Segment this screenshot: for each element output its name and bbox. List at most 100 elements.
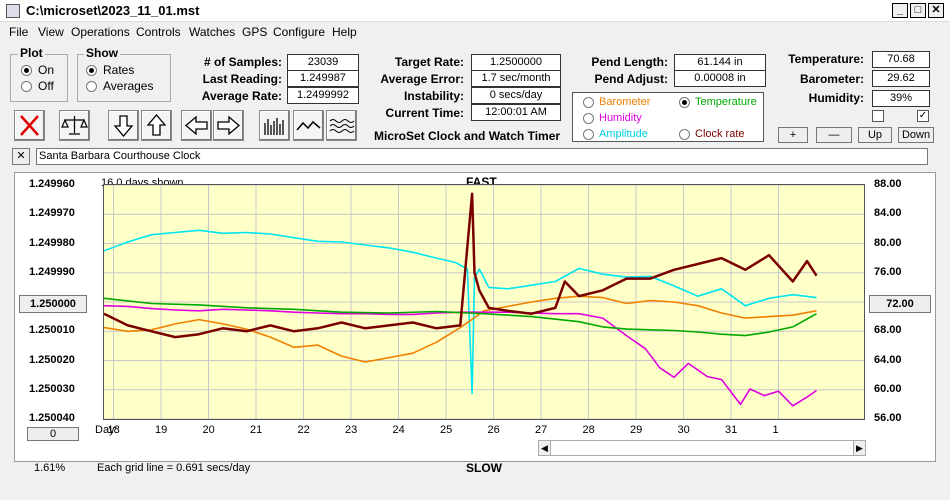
humidity-label: Humidity: [808, 91, 864, 105]
pend-length-field[interactable]: 61.144 in [674, 54, 766, 71]
scroll-left-icon[interactable]: ◀ [539, 441, 551, 455]
amplitude-option[interactable]: Amplitude [599, 128, 648, 140]
x-tick: 18 [107, 424, 120, 436]
plot-off-label: Off [38, 79, 54, 93]
current-time-field: 12:00:01 AM [471, 104, 561, 121]
clear-name-button[interactable]: ✕ [12, 148, 30, 165]
series-line-barometer [103, 295, 817, 363]
x-tick: 1 [772, 424, 779, 436]
pend-length-label: Pend Length: [591, 55, 668, 69]
menu-operations[interactable]: Operations [71, 25, 130, 39]
average-error-label: Average Error: [380, 72, 464, 86]
y-right-tick: 88.00 [874, 178, 902, 190]
amplitude-radio[interactable] [583, 129, 594, 140]
y-right-tick: 64.00 [874, 353, 902, 366]
clock-rate-option[interactable]: Clock rate [695, 128, 745, 140]
slow-label: SLOW [466, 461, 502, 475]
arrow-right-button[interactable] [213, 110, 244, 141]
humidity-radio[interactable] [583, 113, 594, 124]
last-reading-label: Last Reading: [202, 72, 282, 86]
scale-icon [61, 116, 88, 135]
minimize-button[interactable]: _ [892, 3, 908, 18]
last-reading-field: 1.249987 [287, 70, 359, 87]
arrow-up-button[interactable] [141, 110, 172, 141]
menu-help[interactable]: Help [332, 25, 357, 39]
pend-adjust-field: 0.00008 in [674, 70, 766, 87]
average-rate-label: Average Rate: [201, 89, 282, 103]
x-tick: 30 [677, 424, 690, 436]
center-env-button[interactable]: 72.00 [869, 295, 931, 313]
down-button[interactable]: Down [898, 127, 934, 143]
x-tick: 21 [250, 424, 263, 436]
show-rates-label: Rates [103, 63, 135, 77]
scroll-right-icon[interactable]: ▶ [853, 441, 865, 455]
line-view-button[interactable] [293, 110, 324, 141]
stop-button[interactable] [14, 110, 45, 141]
menu-controls[interactable]: Controls [136, 25, 181, 39]
clock-name-input[interactable]: Santa Barbara Courthouse Clock [36, 148, 928, 165]
line-graph-icon [296, 120, 321, 131]
menu-configure[interactable]: Configure [273, 25, 326, 39]
instability-label: Instability: [403, 89, 464, 103]
temperature-radio[interactable] [679, 97, 690, 108]
plus-button[interactable]: + [778, 127, 808, 143]
arrow-down-button[interactable] [108, 110, 139, 141]
y-right-tick: 68.00 [874, 324, 902, 337]
option-checkbox-2[interactable]: ✓ [917, 110, 929, 122]
average-error-field: 1.7 sec/month [471, 70, 561, 87]
app-caption: MicroSet Clock and Watch Timer [374, 129, 561, 143]
offset-zero-button[interactable]: 0 [27, 427, 79, 441]
maximize-button[interactable]: □ [910, 3, 926, 18]
bars-view-button[interactable] [259, 110, 290, 141]
plot-area [103, 184, 865, 420]
menu-gps[interactable]: GPS [242, 25, 268, 39]
menu-file[interactable]: File [9, 25, 29, 39]
wave-view-button[interactable] [326, 110, 357, 141]
x-tick: 20 [202, 424, 215, 436]
up-button[interactable]: Up [858, 127, 892, 143]
y-left-tick: 1.249960 [29, 178, 75, 190]
menu-view[interactable]: View [38, 25, 64, 39]
series-line-clock-rate [103, 192, 818, 339]
arrow-right-icon [217, 115, 241, 136]
humidity-option[interactable]: Humidity [599, 112, 642, 124]
show-group [77, 54, 171, 102]
plot-group [10, 54, 68, 102]
plot-off-radio[interactable] [21, 81, 32, 92]
horizontal-scrollbar[interactable]: ◀ ▶ [538, 440, 866, 456]
bar-graph-icon [264, 118, 284, 135]
x-tick: 22 [297, 424, 310, 436]
arrow-down-icon [113, 115, 134, 138]
menu-watches[interactable]: Watches [189, 25, 236, 39]
series-line-temperature [103, 297, 817, 337]
grid-note: Each grid line = 0.691 secs/day [97, 462, 251, 474]
arrow-up-icon [146, 113, 167, 136]
temperature-option[interactable]: Temperature [695, 96, 757, 108]
temperature-label: Temperature: [788, 52, 864, 66]
window-title: C:\microset\2023_11_01.mst [26, 3, 200, 18]
show-averages-radio[interactable] [86, 81, 97, 92]
y-right-tick: 76.00 [874, 265, 902, 278]
waves-icon [329, 119, 355, 133]
barometer-radio[interactable] [583, 97, 594, 108]
target-rate-label: Target Rate: [394, 55, 464, 69]
y-left-tick: 1.250030 [29, 382, 75, 395]
minus-button[interactable]: — [816, 127, 852, 143]
balance-button[interactable] [59, 110, 90, 141]
arrow-left-button[interactable] [181, 110, 212, 141]
center-rate-button[interactable]: 1.250000 [19, 295, 87, 313]
barometer-option[interactable]: Barometer [599, 96, 651, 108]
plot-on-radio[interactable] [21, 65, 32, 76]
clock-rate-radio[interactable] [679, 129, 690, 140]
target-rate-field[interactable]: 1.2500000 [471, 54, 561, 71]
arrow-left-icon [184, 115, 208, 136]
y-right-tick: 84.00 [874, 207, 902, 220]
show-rates-radio[interactable] [86, 65, 97, 76]
option-checkbox-1[interactable] [872, 110, 884, 122]
plot-on-label: On [38, 63, 55, 77]
red-x-icon [20, 115, 39, 136]
y-left-tick: 1.250040 [29, 412, 75, 424]
close-window-button[interactable]: ✕ [928, 3, 944, 18]
rate-chart [103, 184, 864, 420]
y-left-tick: 1.250020 [29, 353, 75, 366]
